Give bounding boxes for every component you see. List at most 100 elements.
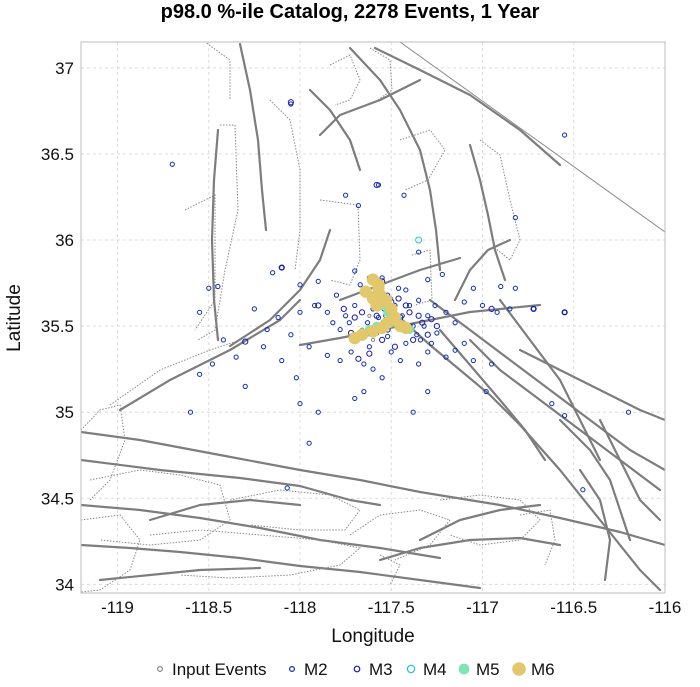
event-marker-m2 xyxy=(197,309,203,315)
event-marker-m2 xyxy=(625,409,632,415)
event-marker-m2 xyxy=(434,330,440,336)
plot-frame xyxy=(80,41,666,594)
event-marker-m3 xyxy=(278,264,285,271)
event-marker-m3 xyxy=(287,99,294,106)
event-marker-m2 xyxy=(385,333,391,340)
legend-label-m5: M5 xyxy=(476,660,500,679)
event-marker-m2 xyxy=(355,202,361,209)
event-marker-m6 xyxy=(372,278,385,292)
fault-line xyxy=(373,46,562,167)
fault-line xyxy=(81,543,482,590)
event-marker-m3 xyxy=(315,302,322,309)
event-marker-m2 xyxy=(337,326,343,333)
legend-marker-input-events xyxy=(157,665,164,672)
x-tick-label: -116 xyxy=(649,598,682,617)
x-axis-label: Longitude xyxy=(331,626,414,647)
y-tick-label: 36.5 xyxy=(41,145,74,164)
event-marker-m2 xyxy=(361,388,367,395)
y-tick-label: 37 xyxy=(55,59,74,78)
event-marker-m2 xyxy=(403,287,409,293)
event-marker-m6 xyxy=(348,331,361,345)
event-marker-m2 xyxy=(401,192,407,198)
event-marker-m2 xyxy=(251,306,257,312)
event-marker-m3 xyxy=(488,305,495,312)
fault-trace xyxy=(109,339,241,406)
event-marker-m3 xyxy=(340,305,347,312)
event-marker-m2 xyxy=(343,313,349,319)
fault-line xyxy=(428,298,665,472)
event-marker-m2 xyxy=(264,326,270,333)
event-marker-m2 xyxy=(352,268,358,274)
fault-trace xyxy=(81,514,141,593)
event-marker-m2 xyxy=(562,413,568,419)
event-marker-m2 xyxy=(414,332,420,338)
event-marker-m2 xyxy=(489,361,495,367)
event-marker-input-events xyxy=(370,337,376,342)
fault-trace xyxy=(197,124,239,341)
event-marker-m3 xyxy=(561,309,568,316)
event-marker-m2 xyxy=(315,409,321,415)
fault-trace xyxy=(184,194,216,331)
fault-trace xyxy=(379,554,401,586)
legend-marker-m3 xyxy=(353,665,361,673)
fault-trace xyxy=(149,529,362,579)
event-marker-m3 xyxy=(424,331,431,338)
fault-line xyxy=(453,238,512,302)
event-marker-m3 xyxy=(415,312,422,319)
event-marker-m2 xyxy=(352,302,358,309)
event-marker-m2 xyxy=(209,361,215,367)
event-marker-m2 xyxy=(370,366,376,372)
event-marker-m3 xyxy=(373,312,380,319)
fault-line xyxy=(81,458,382,507)
fault-line xyxy=(228,228,332,348)
event-marker-m2 xyxy=(461,340,467,346)
fault-trace xyxy=(89,469,231,546)
fault-line xyxy=(210,128,220,342)
event-marker-m2 xyxy=(169,161,175,167)
event-marker-m2 xyxy=(220,337,226,343)
fault-line xyxy=(81,503,442,560)
y-axis-ticks: 34 34.5 35 35.5 36 36.5 37 xyxy=(41,59,74,595)
event-marker-m2 xyxy=(498,283,504,290)
event-marker-m2 xyxy=(562,132,568,138)
event-marker-m3 xyxy=(433,323,440,330)
event-marker-m2 xyxy=(461,299,467,305)
event-marker-m2 xyxy=(549,400,555,407)
fault-line xyxy=(348,46,442,272)
event-marker-m2 xyxy=(346,320,352,326)
event-marker-m2 xyxy=(395,285,402,291)
event-marker-m2 xyxy=(279,357,285,364)
event-marker-m2 xyxy=(270,270,276,276)
event-marker-m4 xyxy=(415,236,423,244)
event-marker-m2 xyxy=(215,283,221,290)
fault-line xyxy=(518,348,665,422)
fault-trace xyxy=(439,494,541,546)
event-marker-m2 xyxy=(297,309,303,315)
event-marker-m2 xyxy=(470,285,476,291)
legend-label-m6: M6 xyxy=(531,660,555,679)
event-marker-m2 xyxy=(242,383,248,389)
event-marker-m2 xyxy=(343,192,349,198)
event-marker-m3 xyxy=(358,309,366,316)
event-marker-m2 xyxy=(416,297,422,303)
event-marker-m2 xyxy=(452,347,458,353)
event-marker-m2 xyxy=(197,371,203,377)
event-marker-m2 xyxy=(297,282,303,288)
event-marker-m2 xyxy=(425,349,431,355)
event-marker-m2 xyxy=(306,344,312,350)
legend-label-m4: M4 xyxy=(423,660,447,679)
event-marker-m2 xyxy=(375,314,382,321)
chart-title: p98.0 %-ile Catalog, 2278 Events, 1 Year xyxy=(161,1,540,23)
event-marker-m6 xyxy=(399,321,413,335)
event-marker-m3 xyxy=(391,343,398,350)
event-marker-m2 xyxy=(388,349,394,355)
x-tick-label: -117.5 xyxy=(368,598,415,617)
event-marker-m2 xyxy=(479,302,486,309)
event-marker-input-events xyxy=(367,313,372,318)
event-marker-m2 xyxy=(425,313,431,319)
event-marker-m2 xyxy=(275,314,281,321)
event-marker-m2 xyxy=(312,302,318,309)
x-tick-label: -116.5 xyxy=(550,598,597,617)
event-marker-m2 xyxy=(324,352,330,358)
event-marker-m3 xyxy=(530,305,537,312)
